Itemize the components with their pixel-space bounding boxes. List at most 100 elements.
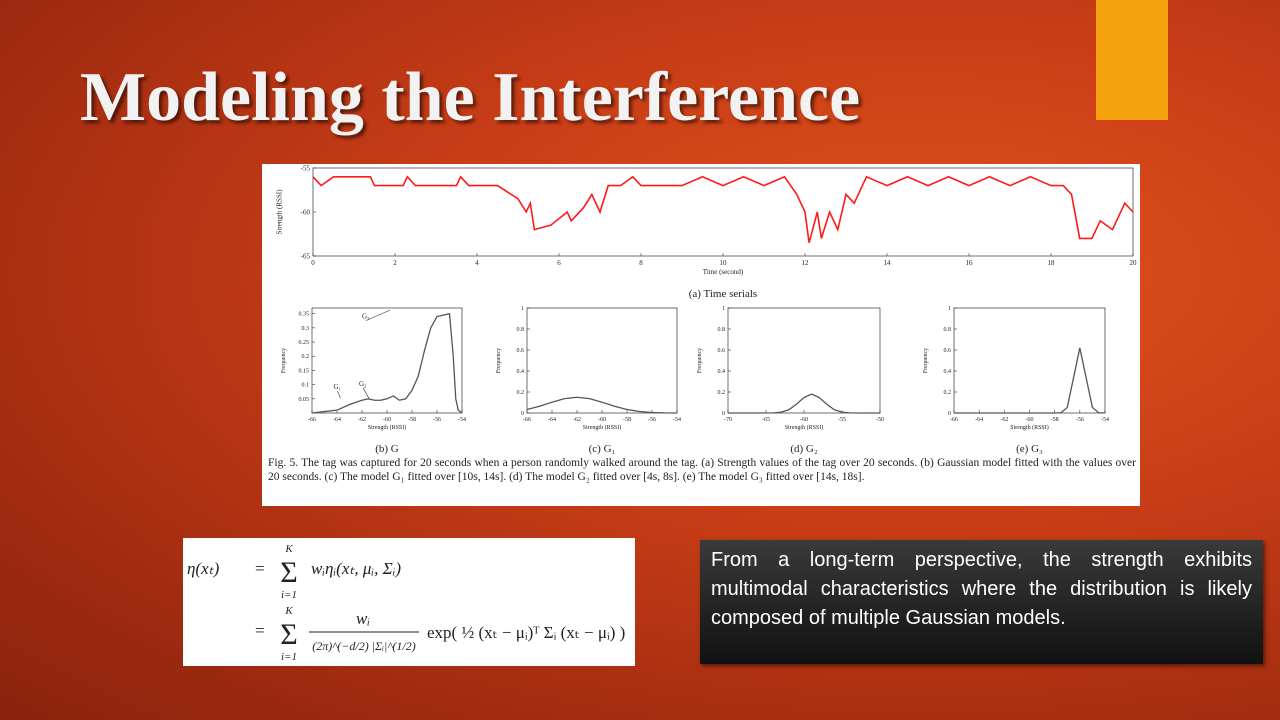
eq-lhs: η(xₜ)	[187, 559, 220, 578]
x-tick-label: -66	[950, 417, 958, 423]
x-tick-label: -65	[762, 417, 770, 423]
y-tick-label: 0	[722, 411, 725, 417]
sum-sign: Σ	[280, 556, 297, 589]
y-axis-label: Frequency	[496, 348, 502, 373]
figure: 0 2 4 6 8 10 12 14 16 18 20 -65 -60 -55 Time (second) S…	[262, 164, 1140, 506]
equation-box: η(xₜ) = K Σ i=1 wᵢηᵢ(xₜ, μᵢ, Σᵢ) = K Σ i…	[183, 538, 635, 666]
y-tick-label: 0.15	[299, 368, 310, 374]
y-tick-label: 0.8	[517, 327, 525, 333]
y-tick-label: 0	[521, 411, 524, 417]
x-tick-label: 6	[557, 259, 561, 267]
y-tick-label: 0.2	[302, 354, 310, 360]
x-tick-label: -62	[1000, 417, 1008, 423]
x-tick-label: 16	[966, 259, 974, 267]
y-axis-label: Strength (RSSI)	[276, 189, 284, 235]
x-axis-label: Strength (RSSI)	[583, 424, 622, 431]
data-line	[311, 312, 463, 414]
y-tick-label: 1	[722, 306, 725, 312]
x-tick-label: -56	[433, 417, 441, 423]
sum-sign: Σ	[280, 618, 297, 651]
annotation: G₁	[334, 383, 342, 391]
accent-bar	[1096, 0, 1168, 120]
x-tick-label: -60	[800, 417, 808, 423]
x-tick-label: -56	[1076, 417, 1084, 423]
subfigure-caption: (d) G₂	[790, 443, 818, 455]
x-tick-label: 8	[639, 259, 643, 267]
x-axis-label: Strength (RSSI)	[785, 424, 824, 431]
eq-term: wᵢηᵢ(xₜ, μᵢ, Σᵢ)	[311, 559, 401, 578]
x-tick-label: 10	[720, 259, 728, 267]
y-tick-label: 0.2	[944, 390, 952, 396]
x-axis-label: Strength (RSSI)	[368, 424, 407, 431]
x-tick-label: -55	[838, 417, 846, 423]
x-tick-label: -60	[383, 417, 391, 423]
x-tick-label: 18	[1048, 259, 1056, 267]
y-tick-label: 0.6	[944, 348, 952, 354]
y-axis-label: Frequency	[923, 348, 929, 373]
y-tick-label: 0.1	[302, 383, 310, 389]
y-tick-label: 0.05	[299, 397, 310, 403]
x-tick-label: -64	[333, 417, 341, 423]
y-tick-label: 0.25	[299, 340, 310, 346]
x-tick-label: 14	[884, 259, 892, 267]
x-tick-label: -60	[1026, 417, 1034, 423]
x-tick-label: -50	[876, 417, 884, 423]
data-line	[312, 175, 1134, 244]
subfigure-caption: (c) G₁	[589, 443, 616, 455]
eq-sign: =	[255, 559, 265, 578]
frac-num: wᵢ	[356, 609, 370, 628]
annotation-arrow	[362, 387, 370, 399]
frac-den: (2π)^(−d/2) |Σᵢ|^(1/2)	[312, 639, 416, 653]
slide-title: Modeling the Interference	[80, 59, 861, 136]
y-tick-label: 0	[948, 411, 951, 417]
plot-frame	[311, 307, 463, 414]
x-tick-label: 2	[393, 259, 397, 267]
data-line	[526, 396, 678, 414]
y-tick-label: 0.8	[718, 327, 726, 333]
subfigure-caption: (a) Time serials	[689, 288, 757, 300]
x-tick-label: 0	[311, 259, 315, 267]
data-line	[954, 347, 1106, 414]
subfigure-caption: (e) G₃	[1016, 443, 1043, 455]
x-tick-label: -66	[308, 417, 316, 423]
x-tick-label: -54	[1101, 417, 1109, 423]
y-tick-label: 0.6	[517, 348, 525, 354]
y-tick-label: 0.35	[299, 312, 310, 318]
caption-wrap: Fig. 5. The tag was captured for 20 seco…	[268, 457, 1136, 483]
y-tick-label: 0.4	[718, 369, 726, 375]
y-tick-label: 1	[948, 306, 951, 312]
y-tick-label: 0.3	[302, 326, 310, 332]
annotation-arrow	[337, 390, 341, 399]
y-tick-label: 0.2	[718, 390, 726, 396]
x-tick-label: 4	[475, 259, 479, 267]
x-tick-label: -64	[548, 417, 556, 423]
annotation-arrow	[365, 309, 391, 321]
x-tick-label: -64	[975, 417, 983, 423]
annotation: G₂	[359, 380, 367, 388]
x-tick-label: -54	[458, 417, 466, 423]
x-tick-label: -62	[358, 417, 366, 423]
x-tick-label: -58	[1051, 417, 1059, 423]
eq-exp: exp( ½ (xₜ − μᵢ)ᵀ Σᵢ (xₜ − μᵢ) )	[427, 623, 625, 642]
callout: From a long-term perspective, the streng…	[700, 540, 1263, 664]
plot-frame	[312, 167, 1134, 257]
y-tick-label: 0.2	[517, 390, 525, 396]
x-tick-label: -60	[598, 417, 606, 423]
subfigure-caption: (b) G	[375, 443, 399, 455]
annotation: G₃	[362, 313, 370, 321]
sum-lower: i=1	[281, 589, 297, 601]
x-tick-label: -58	[408, 417, 416, 423]
x-axis-label: Time (second)	[703, 268, 744, 276]
y-axis-label: Frequency	[281, 348, 287, 373]
x-tick-label: 12	[802, 259, 810, 267]
y-tick-label: -55	[301, 164, 311, 172]
y-tick-label: 0.8	[944, 327, 952, 333]
data-line	[728, 393, 880, 414]
x-tick-label: -62	[573, 417, 581, 423]
plot-frame	[526, 307, 678, 414]
y-tick-label: 0.4	[517, 369, 525, 375]
y-tick-label: -65	[301, 252, 311, 260]
figure-caption: Fig. 5. The tag was captured for 20 seco…	[268, 457, 1136, 483]
y-tick-label: 0.4	[944, 369, 952, 375]
